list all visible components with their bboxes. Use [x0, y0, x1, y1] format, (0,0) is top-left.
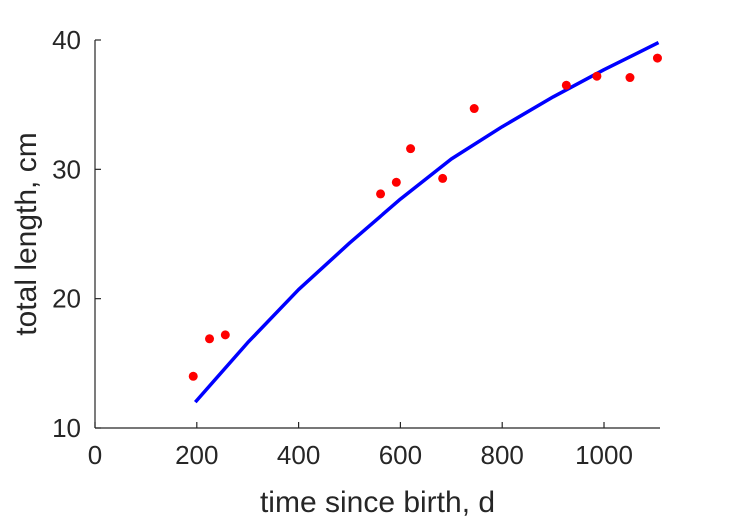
x-tick-label: 600	[379, 440, 422, 470]
data-point	[188, 371, 198, 381]
data-point	[625, 73, 635, 83]
plot-area	[188, 41, 662, 404]
y-axis-label: total length, cm	[10, 132, 43, 335]
data-point	[561, 80, 571, 90]
data-point	[592, 71, 602, 81]
data-point	[652, 53, 662, 63]
x-axis-label: time since birth, d	[260, 486, 495, 519]
x-tick-label: 1000	[575, 440, 633, 470]
data-point	[469, 104, 479, 114]
y-tick-label: 40	[52, 25, 81, 55]
x-tick-label: 0	[88, 440, 102, 470]
x-axis: 0 200 400 600 800 1000	[88, 422, 660, 470]
fit-curve	[193, 41, 660, 404]
x-tick-label: 800	[481, 440, 524, 470]
x-tick-label: 400	[277, 440, 320, 470]
data-point	[438, 173, 448, 183]
data-point	[220, 330, 230, 340]
y-tick-label: 10	[52, 413, 81, 443]
x-tick-label: 200	[175, 440, 218, 470]
y-tick-label: 30	[52, 154, 81, 184]
data-point	[391, 177, 401, 187]
data-point	[376, 189, 386, 199]
data-point	[406, 144, 416, 154]
data-point	[205, 334, 215, 344]
y-tick-label: 20	[52, 284, 81, 314]
y-axis: 10 20 30 40	[52, 25, 101, 443]
